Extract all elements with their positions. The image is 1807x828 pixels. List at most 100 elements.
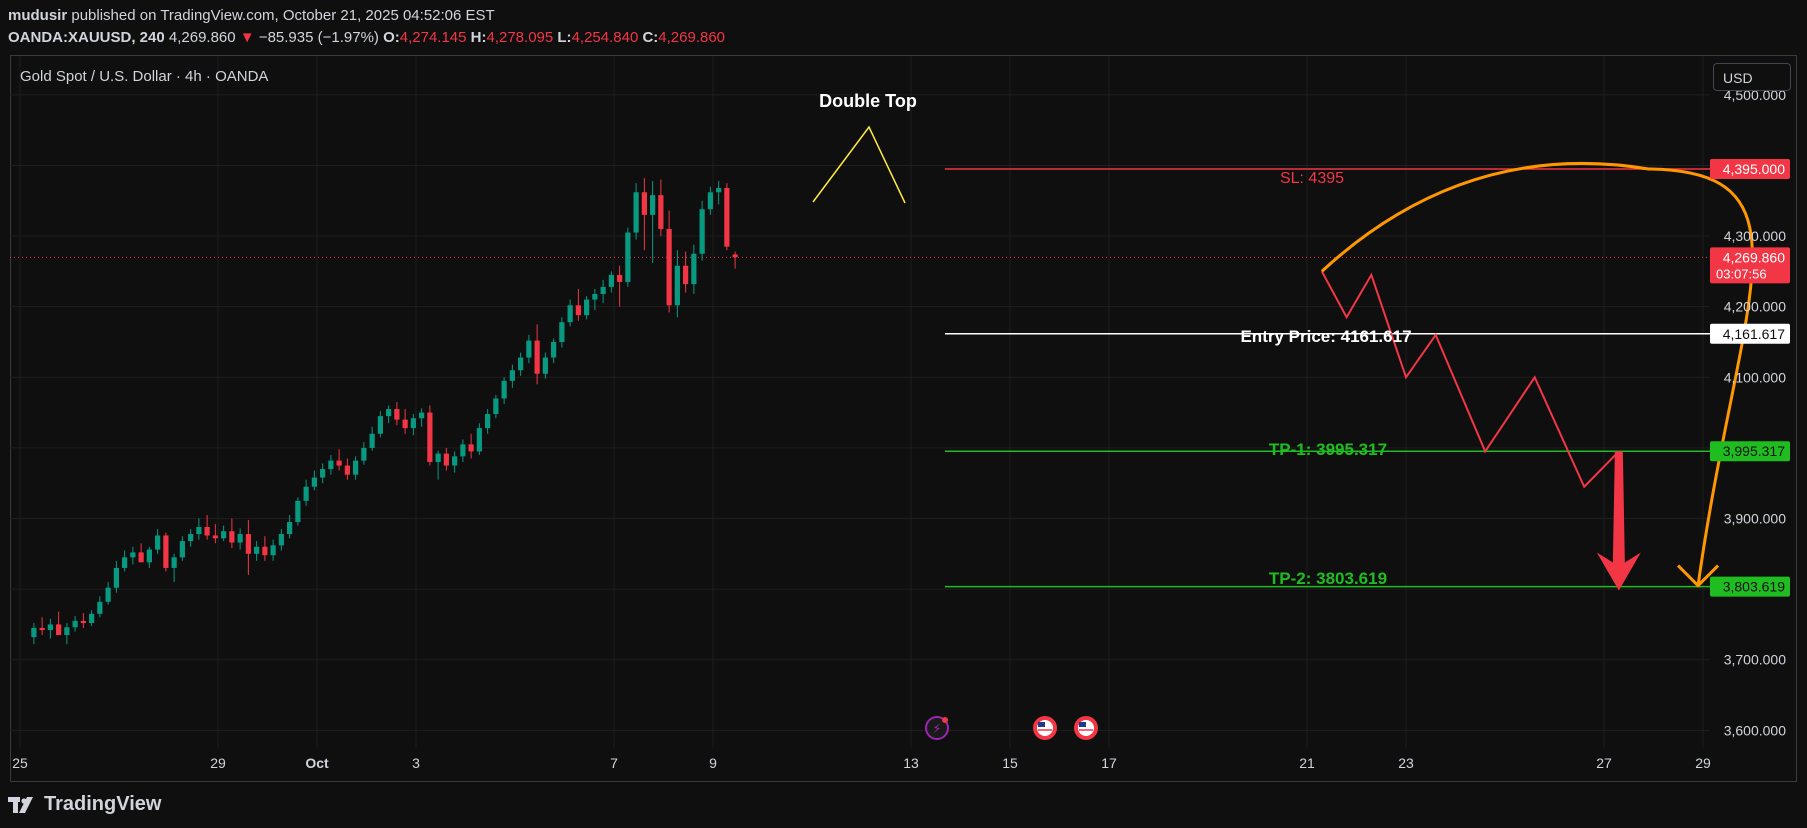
down-arrow-icon xyxy=(1596,451,1641,591)
candle xyxy=(641,178,647,251)
tradingview-wordmark: TradingView xyxy=(44,793,162,815)
x-tick-label: 7 xyxy=(610,755,618,771)
publish-text: published on TradingView.com, October 21… xyxy=(71,7,495,24)
candle-body xyxy=(592,293,598,300)
candle-body xyxy=(237,534,243,543)
event-circle xyxy=(925,716,949,740)
candle xyxy=(229,518,235,549)
candle xyxy=(89,610,95,626)
candle xyxy=(427,405,433,466)
candle xyxy=(435,450,441,480)
candle-body xyxy=(732,254,738,258)
candle-body xyxy=(196,526,202,535)
candle xyxy=(394,402,400,426)
candle-body xyxy=(452,456,458,466)
candle xyxy=(122,550,128,572)
bearish-projection-path xyxy=(1320,270,1620,489)
sl-label: SL: 4395 xyxy=(1280,170,1344,187)
candle xyxy=(683,251,689,293)
lightning-event-icon[interactable]: ⚡ xyxy=(925,716,949,740)
candle-body xyxy=(650,195,656,215)
candle xyxy=(254,541,260,561)
candle xyxy=(278,529,284,551)
event-flag-canton xyxy=(1038,722,1045,727)
candle xyxy=(377,411,383,438)
candle-body xyxy=(369,433,375,448)
candle xyxy=(245,519,251,575)
candle xyxy=(666,210,672,313)
candle xyxy=(212,524,218,544)
candle xyxy=(402,409,408,434)
candle-body xyxy=(163,535,169,568)
candle-body xyxy=(361,447,367,461)
low-value: 4,254.840 xyxy=(571,29,639,46)
candle xyxy=(146,546,152,568)
currency-button[interactable]: USD xyxy=(1713,63,1791,91)
candle-body xyxy=(485,414,491,429)
candle-body xyxy=(542,357,548,374)
candle xyxy=(237,528,243,550)
candle xyxy=(584,296,590,320)
candle-body xyxy=(699,209,705,254)
close-value: 4,269.860 xyxy=(658,29,726,46)
candle xyxy=(344,458,350,480)
candle xyxy=(196,518,202,540)
candle-body xyxy=(64,627,70,636)
candle-body xyxy=(204,526,210,536)
candle xyxy=(336,449,342,471)
candle-body xyxy=(353,460,359,475)
candle-body xyxy=(122,557,128,568)
candle-body xyxy=(146,549,152,563)
last-price-tag-bg xyxy=(1710,247,1790,284)
candle xyxy=(221,525,227,542)
candle-body xyxy=(435,453,441,463)
candle xyxy=(567,299,573,327)
publisher-name[interactable]: mudusir xyxy=(8,7,68,24)
candle-body xyxy=(724,188,730,247)
candle-body xyxy=(270,545,276,556)
y-tick-label: 3,700.000 xyxy=(1724,652,1786,668)
tradingview-brand[interactable]: TradingView xyxy=(8,793,161,816)
footer xyxy=(0,782,1807,828)
candle-body xyxy=(575,305,581,316)
us-flag-event-icon[interactable] xyxy=(1033,716,1057,740)
tp1-label: TP-1: 3995.317 xyxy=(1269,440,1387,459)
candle xyxy=(204,514,210,540)
candle-body xyxy=(716,188,722,193)
candle xyxy=(617,265,623,307)
candle-body xyxy=(666,229,672,306)
candle xyxy=(452,451,458,473)
candle xyxy=(410,414,416,436)
publish-info: mudusir published on TradingView.com, Oc… xyxy=(8,7,495,24)
candle-body xyxy=(468,444,474,452)
y-tick-label: 4,100.000 xyxy=(1724,369,1786,385)
x-tick-label: 29 xyxy=(1695,755,1711,771)
candle-body xyxy=(303,486,309,501)
candle-body xyxy=(295,500,301,523)
candle xyxy=(311,470,317,491)
x-tick-label: 23 xyxy=(1398,755,1414,771)
candle xyxy=(716,180,722,205)
candle-body xyxy=(509,370,515,381)
tradingview-logo-icon xyxy=(8,796,33,813)
high-value: 4,278.095 xyxy=(486,29,554,46)
chart-frame[interactable] xyxy=(10,55,1797,782)
candle xyxy=(105,582,111,605)
candle-body xyxy=(476,428,482,452)
candle-body xyxy=(691,253,697,285)
candle-body xyxy=(402,419,408,429)
candle-body xyxy=(188,534,194,542)
candle xyxy=(608,271,614,293)
candle-body xyxy=(72,620,78,628)
candle xyxy=(56,611,62,636)
candle xyxy=(163,532,169,572)
candle-body xyxy=(245,534,251,554)
x-tick-label: Oct xyxy=(305,755,329,771)
ohlc-info: OANDA:XAUUSD, 240 4,269.860 ▼ −85.935 (−… xyxy=(8,29,725,46)
candle-body xyxy=(707,192,713,210)
candle-body xyxy=(311,477,317,487)
high-label: H: xyxy=(470,29,487,46)
candle xyxy=(287,514,293,539)
us-flag-event-icon[interactable] xyxy=(1074,716,1098,740)
